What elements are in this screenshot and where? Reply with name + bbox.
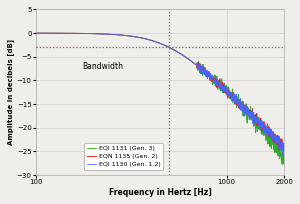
Line: EQN 1135 (Gen. 2): EQN 1135 (Gen. 2) (36, 33, 284, 150)
EQI 1130 (Gen. 1.2) (155, 41, 158, 43)
EQN 1135 (Gen. 2) (148, 39, 152, 41)
EQN 1135 (Gen. 2) (230, 93, 233, 95)
EQI 1131 (Gen. 3) (280, 163, 284, 166)
EQI 1131 (Gen. 3) (275, 144, 279, 146)
Line: EQI 1130 (Gen. 1.2): EQI 1130 (Gen. 1.2) (36, 33, 284, 155)
EQI 1131 (Gen. 3) (282, 154, 286, 157)
EQI 1131 (Gen. 3) (155, 41, 158, 43)
Y-axis label: Amplitude in decibels [dB]: Amplitude in decibels [dB] (7, 39, 14, 145)
EQI 1130 (Gen. 1.2) (275, 142, 279, 144)
EQI 1130 (Gen. 1.2) (275, 136, 279, 139)
EQI 1130 (Gen. 1.2) (280, 153, 284, 156)
EQI 1131 (Gen. 3) (148, 39, 152, 41)
EQN 1135 (Gen. 2) (46, 32, 50, 34)
EQN 1135 (Gen. 2) (282, 145, 286, 148)
EQI 1131 (Gen. 3) (34, 32, 38, 34)
EQI 1130 (Gen. 1.2) (282, 147, 286, 149)
EQN 1135 (Gen. 2) (275, 136, 279, 139)
X-axis label: Frequency in Hertz [Hz]: Frequency in Hertz [Hz] (109, 188, 211, 197)
EQI 1130 (Gen. 1.2) (148, 39, 152, 41)
EQI 1131 (Gen. 3) (230, 98, 233, 100)
Legend: EQI 1131 (Gen. 3), EQN 1135 (Gen. 2), EQI 1130 (Gen. 1.2): EQI 1131 (Gen. 3), EQN 1135 (Gen. 2), EQ… (83, 143, 164, 170)
EQI 1130 (Gen. 1.2) (230, 93, 233, 95)
EQN 1135 (Gen. 2) (155, 41, 158, 43)
Line: EQI 1131 (Gen. 3): EQI 1131 (Gen. 3) (36, 33, 284, 164)
Text: Bandwidth: Bandwidth (82, 62, 123, 71)
EQI 1130 (Gen. 1.2) (46, 32, 50, 34)
EQN 1135 (Gen. 2) (275, 143, 279, 145)
EQN 1135 (Gen. 2) (280, 149, 284, 152)
EQI 1131 (Gen. 3) (275, 144, 279, 147)
EQI 1130 (Gen. 1.2) (34, 32, 38, 34)
EQN 1135 (Gen. 2) (34, 32, 38, 34)
EQI 1131 (Gen. 3) (46, 32, 50, 34)
